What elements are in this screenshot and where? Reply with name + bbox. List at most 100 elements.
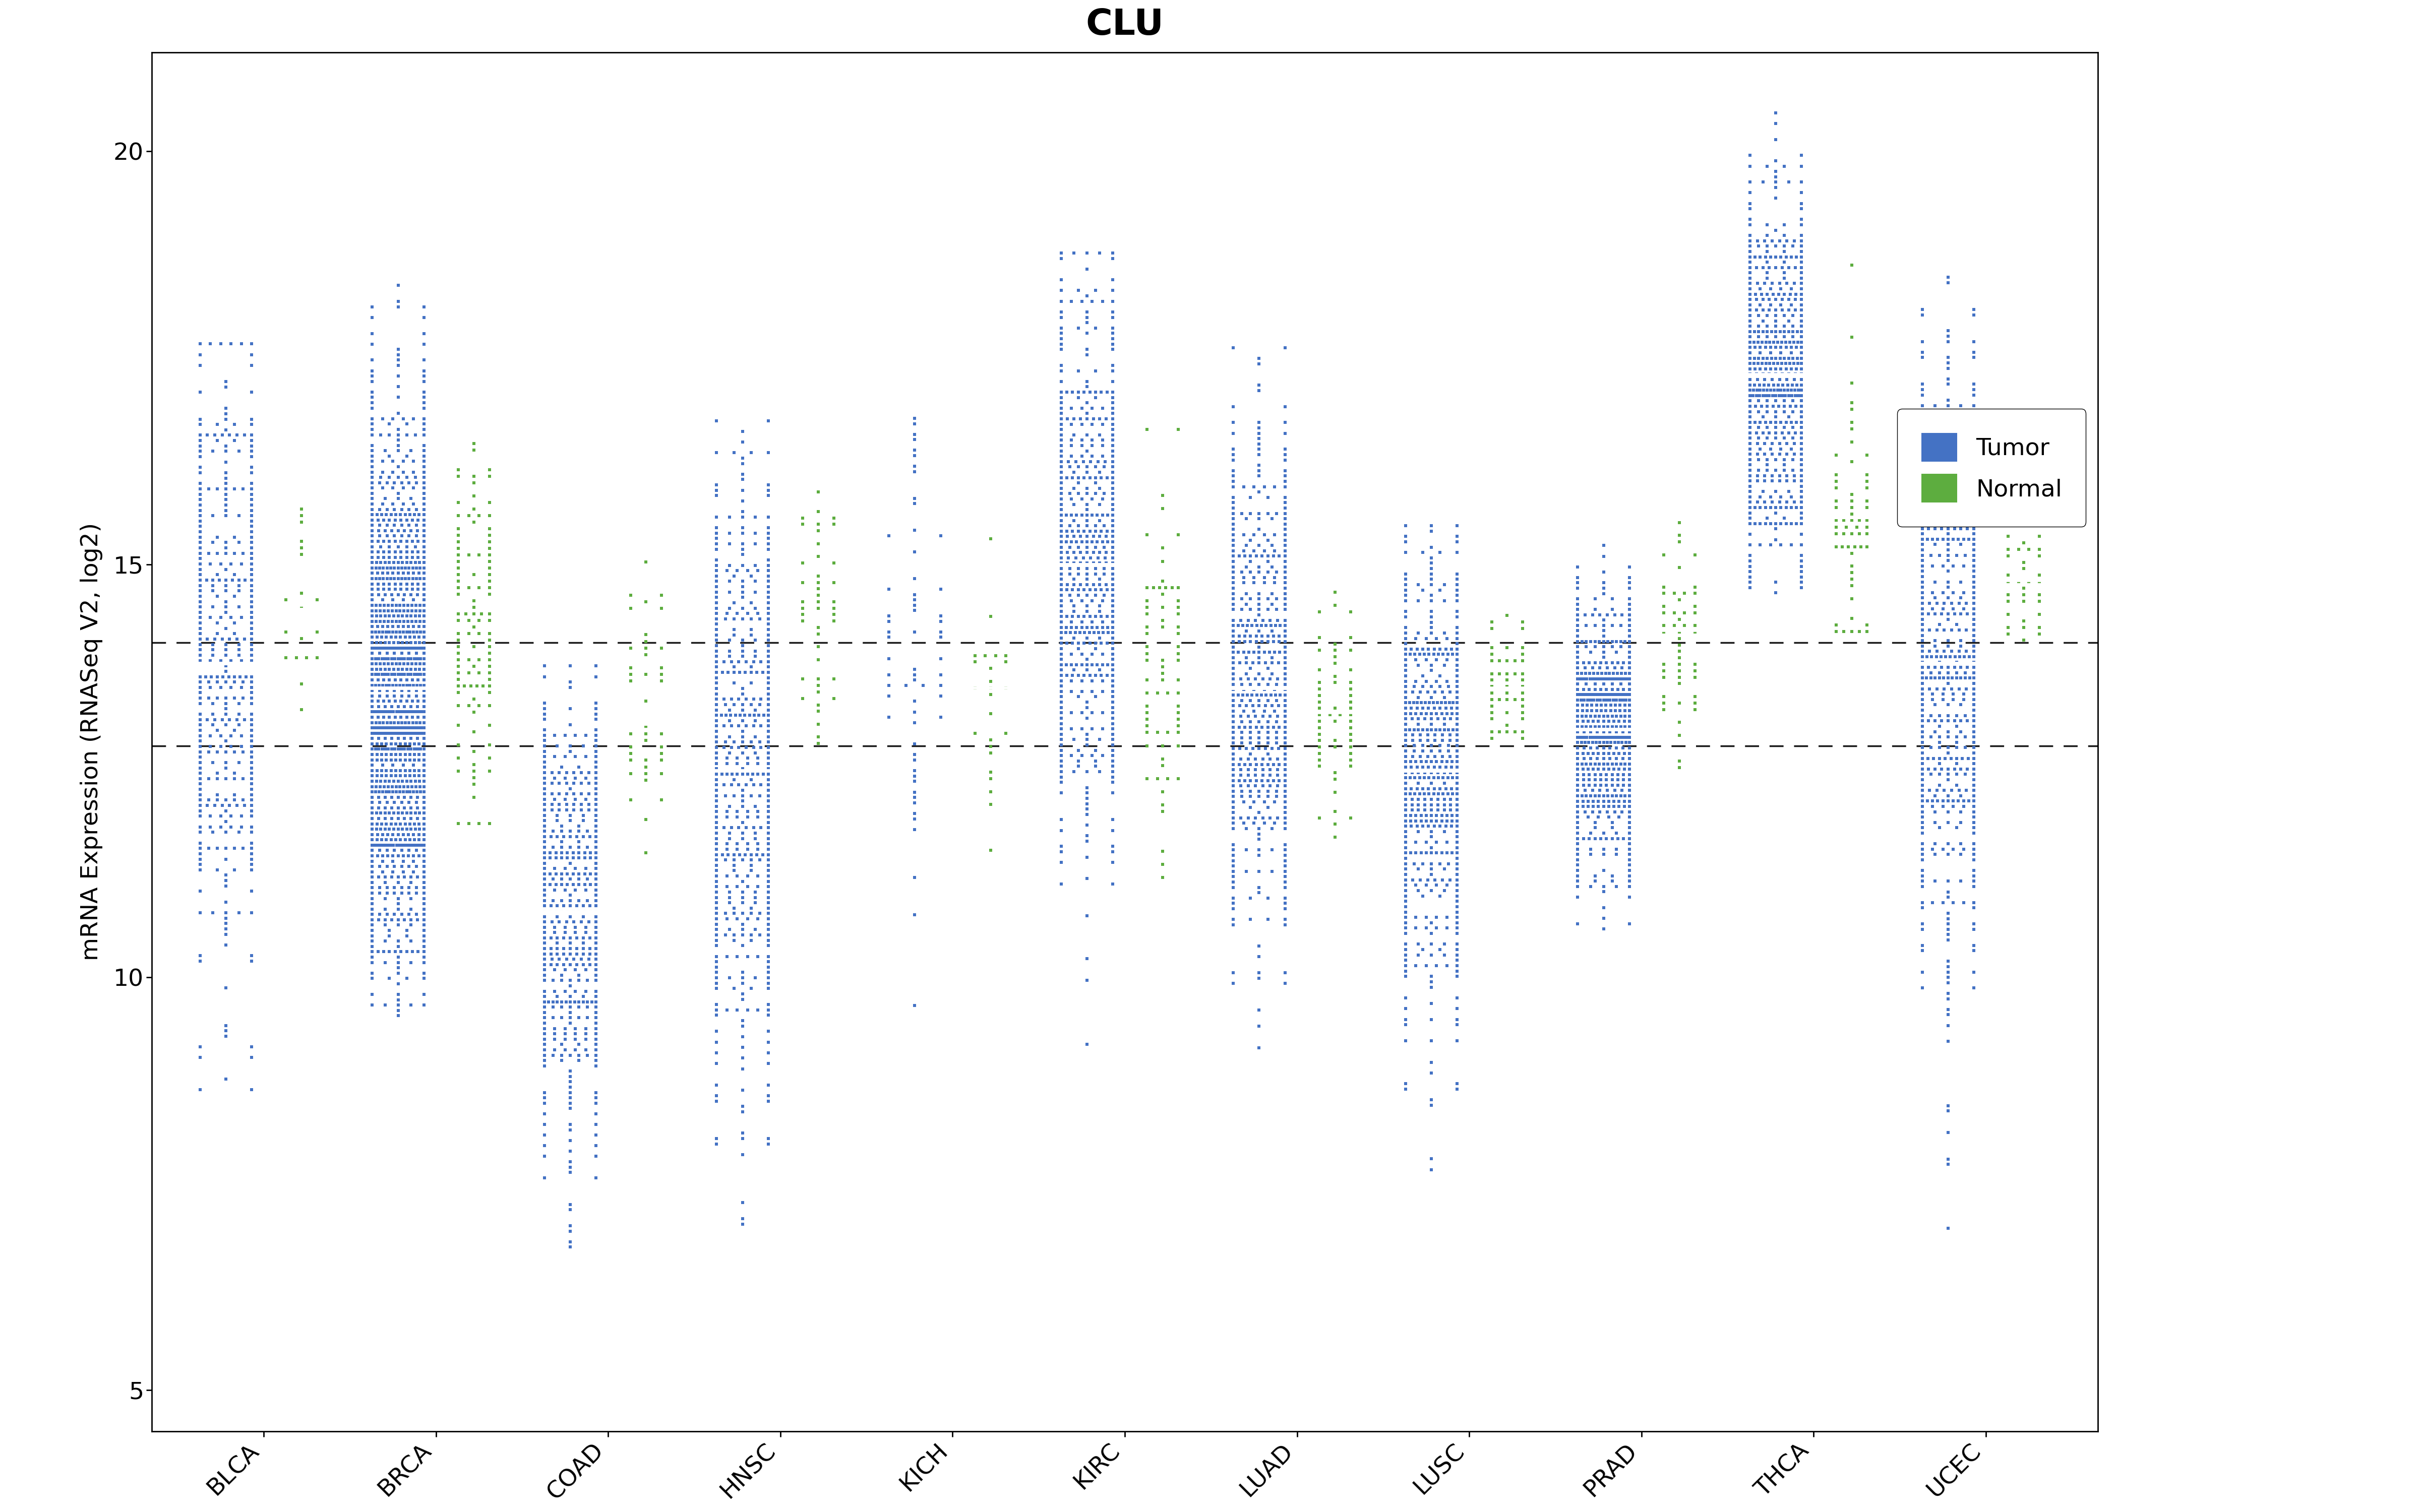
Point (1404, 696, 1442, 720)
Point (1912, 494, 1951, 519)
Point (1215, 422, 1254, 446)
Point (182, 380, 220, 404)
Point (1588, 800, 1626, 824)
Point (182, 579, 220, 603)
Point (215, 562, 254, 587)
Point (404, 481, 443, 505)
Point (1902, 505, 1941, 529)
Point (1266, 582, 1304, 606)
Point (542, 813, 581, 838)
Point (1074, 407, 1113, 431)
Point (232, 455, 271, 479)
Point (559, 835, 598, 859)
Point (378, 742, 416, 767)
Point (1079, 449, 1118, 473)
Point (1774, 351, 1813, 375)
Point (1062, 643, 1101, 667)
Point (532, 771, 571, 795)
Point (1094, 417, 1133, 442)
Point (1575, 768, 1614, 792)
Point (571, 845, 610, 869)
Point (1747, 154, 1786, 178)
Point (361, 470, 399, 494)
Point (1771, 277, 1810, 301)
Point (373, 736, 411, 761)
Point (525, 1005, 564, 1030)
Point (748, 741, 786, 765)
Point (1392, 841, 1430, 865)
Point (1394, 691, 1433, 715)
Point (535, 820, 574, 844)
Point (1757, 405, 1796, 429)
Point (1392, 813, 1430, 838)
Point (1781, 245, 1820, 269)
Point (576, 942, 615, 966)
Point (1955, 500, 1994, 525)
Point (394, 833, 433, 857)
Point (469, 647, 508, 671)
Point (402, 652, 440, 676)
Point (697, 863, 736, 888)
Point (1387, 706, 1425, 730)
Point (1229, 640, 1268, 664)
Point (1094, 594, 1133, 618)
Point (353, 333, 392, 357)
Point (714, 897, 753, 921)
Point (232, 438, 271, 463)
Point (1558, 794, 1597, 818)
Point (397, 774, 436, 798)
Point (385, 620, 424, 644)
Point (569, 995, 607, 1019)
Point (356, 652, 394, 676)
Point (1955, 511, 1994, 535)
Point (1771, 485, 1810, 510)
Point (353, 774, 392, 798)
Point (552, 942, 590, 966)
Point (1256, 730, 1295, 754)
Point (922, 609, 961, 634)
Point (365, 715, 404, 739)
Point (1261, 544, 1300, 569)
Point (1406, 643, 1445, 667)
Point (2021, 615, 2059, 640)
Point (724, 499, 762, 523)
Point (397, 875, 436, 900)
Point (1094, 664, 1133, 688)
Point (547, 856, 586, 880)
Point (1411, 1061, 1450, 1086)
Point (1215, 709, 1254, 733)
Point (525, 925, 564, 950)
Point (2004, 627, 2042, 652)
Point (1955, 517, 1994, 541)
Point (1159, 596, 1198, 620)
Point (1902, 891, 1941, 915)
Point (1747, 325, 1786, 349)
Point (1425, 771, 1464, 795)
Point (552, 889, 590, 913)
Point (748, 591, 786, 615)
Point (1266, 795, 1304, 820)
Point (1316, 644, 1355, 668)
Point (1774, 325, 1813, 349)
Point (1316, 709, 1355, 733)
Point (1832, 620, 1871, 644)
Point (1256, 699, 1295, 723)
Point (1215, 528, 1254, 552)
Point (1406, 782, 1445, 806)
Point (1401, 750, 1440, 774)
Point (525, 947, 564, 971)
Point (709, 505, 748, 529)
Point (1938, 661, 1977, 685)
Point (404, 816, 443, 841)
Point (232, 531, 271, 555)
Point (1094, 609, 1133, 634)
Point (353, 966, 392, 990)
Point (1237, 753, 1275, 777)
Point (554, 792, 593, 816)
Point (1237, 747, 1275, 771)
Point (697, 804, 736, 829)
Point (697, 901, 736, 925)
Point (363, 742, 402, 767)
Point (1087, 519, 1125, 543)
Point (1411, 862, 1450, 886)
